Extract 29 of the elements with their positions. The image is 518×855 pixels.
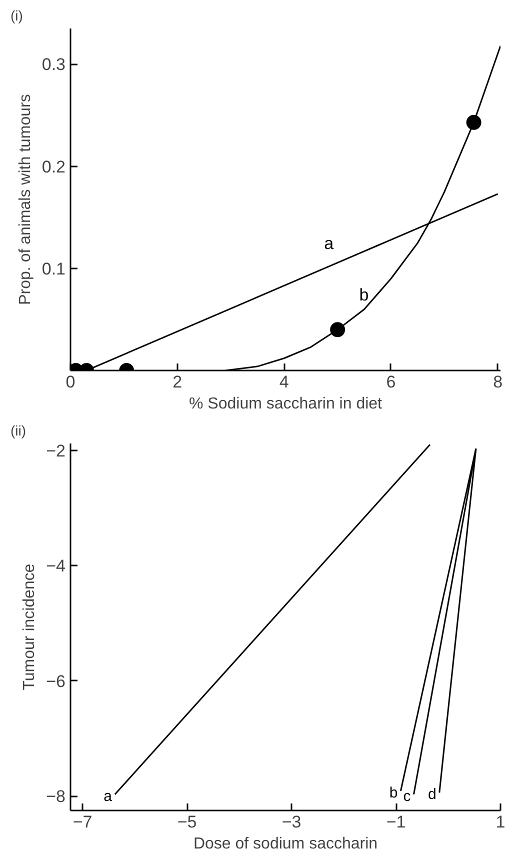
y-axis-title: Tumour incidence: [21, 564, 38, 690]
y-tick-label: −6: [46, 672, 66, 691]
x-tick-label: −1: [386, 812, 406, 832]
series-label: a: [104, 788, 113, 805]
y-tick-label: −4: [46, 556, 66, 576]
x-tick-label: −7: [72, 812, 92, 832]
x-tick-label: −3: [282, 812, 302, 832]
chart-title: (ii): [10, 422, 26, 438]
x-tick-label: 6: [386, 372, 396, 392]
y-tick-label: 0.2: [42, 157, 66, 176]
series-label: b: [359, 286, 369, 305]
series-label: a: [324, 234, 334, 253]
y-axis-title: Prop. of animals with tumours: [16, 94, 34, 305]
y-tick-label: −2: [46, 441, 66, 460]
x-axis-title: % Sodium saccharin in diet: [189, 396, 383, 412]
y-tick-label: −8: [46, 787, 66, 806]
x-tick-label: 2: [172, 372, 182, 392]
series-label: c: [403, 788, 412, 805]
series-label: b: [389, 784, 398, 802]
series-label: d: [428, 786, 436, 804]
x-tick-label: 4: [279, 372, 289, 392]
chart-title: (i): [10, 8, 23, 24]
x-axis-title: Dose of sodium saccharin: [193, 836, 378, 852]
x-tick-label: 1: [496, 812, 506, 832]
x-tick-label: 0: [66, 372, 76, 392]
y-tick-label: 0.1: [42, 259, 66, 278]
x-tick-label: 8: [493, 372, 503, 392]
x-tick-label: −5: [177, 812, 197, 832]
y-tick-label: 0.3: [42, 55, 66, 74]
